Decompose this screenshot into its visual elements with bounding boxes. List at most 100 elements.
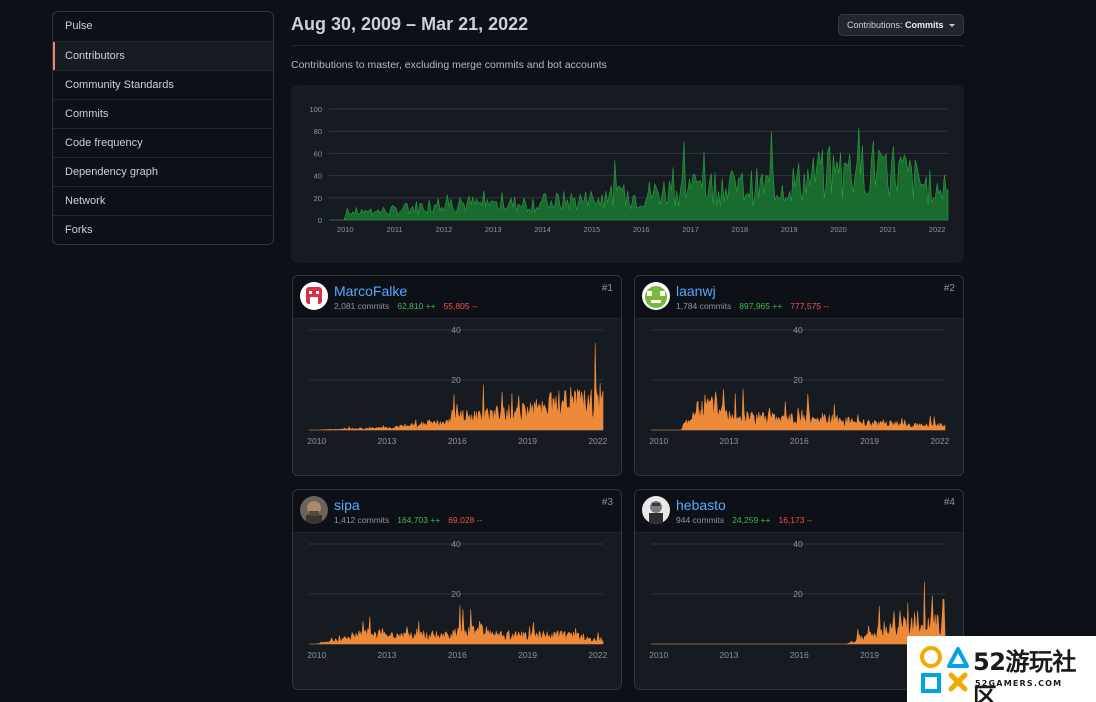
x-tick-label: 2018 bbox=[732, 225, 749, 234]
contributor-card: sipa 1,412 commits 164,703 ++ 69,028 -- #3… bbox=[292, 489, 622, 690]
x-tick-label: 2019 bbox=[860, 650, 879, 660]
sidebar-item-forks[interactable]: Forks bbox=[53, 215, 273, 244]
y-tick-label: 20 bbox=[451, 589, 461, 599]
x-tick-label: 2022 bbox=[929, 225, 946, 234]
x-tick-label: 2020 bbox=[830, 225, 847, 234]
x-tick-label: 2019 bbox=[518, 650, 537, 660]
x-tick-label: 2013 bbox=[485, 225, 502, 234]
contributor-chart-svg: 20 40 2010 2013 2016 2019 2022 bbox=[307, 539, 607, 660]
x-tick-label: 2013 bbox=[720, 436, 739, 446]
x-tick-label: 2013 bbox=[378, 436, 397, 446]
x-tick-label: 2010 bbox=[649, 650, 668, 660]
dropdown-value: Commits bbox=[905, 20, 944, 30]
contributor-chart-svg: 20 40 2010 2013 2016 2019 2022 bbox=[649, 325, 949, 446]
x-tick-label: 2010 bbox=[649, 436, 668, 446]
contributor-stats: 1,412 commits 164,703 ++ 69,028 -- bbox=[334, 515, 482, 525]
x-tick-label: 2016 bbox=[448, 650, 467, 660]
contributor-rank: #2 bbox=[943, 283, 955, 294]
sidebar-item-code-frequency[interactable]: Code frequency bbox=[53, 128, 273, 157]
x-tick-label: 2016 bbox=[633, 225, 650, 234]
y-tick-label: 40 bbox=[451, 325, 461, 335]
contributor-rank: #4 bbox=[943, 497, 955, 508]
contributor-card-header: laanwj 1,784 commits 897,965 ++ 777,575 --… bbox=[635, 276, 963, 319]
deletions-count: 69,028 -- bbox=[448, 515, 483, 525]
x-tick-label: 2019 bbox=[518, 436, 537, 446]
sidebar-item-pulse[interactable]: Pulse bbox=[65, 20, 93, 32]
watermark-url: 52GAMERS.COM bbox=[975, 679, 1063, 688]
sidebar-item-network[interactable]: Network bbox=[53, 186, 273, 215]
deletions-count: 55,805 -- bbox=[443, 301, 478, 311]
y-tick-label: 20 bbox=[314, 194, 322, 203]
contributor-rank: #1 bbox=[601, 283, 613, 294]
commit-count[interactable]: 1,784 commits bbox=[676, 301, 732, 311]
header-divider bbox=[291, 45, 964, 46]
contributor-login-link[interactable]: laanwj bbox=[676, 283, 716, 299]
dropdown-prefix: Contributions: bbox=[846, 20, 903, 30]
chart-subtitle: Contributions to master, excluding merge… bbox=[291, 59, 607, 71]
contributions-chart: 0 20 40 60 80 100 2010 2011 2012 2013 2014 2015 2016… bbox=[291, 85, 964, 263]
y-tick-label: 100 bbox=[309, 105, 322, 114]
additions-count: 62,810 ++ bbox=[397, 301, 436, 311]
contributor-login-link[interactable]: MarcoFalke bbox=[334, 283, 408, 299]
x-tick-label: 2019 bbox=[860, 436, 879, 446]
x-tick-label: 2013 bbox=[378, 650, 397, 660]
contributor-chart: 20 40 2010 2013 2016 2019 2022 bbox=[635, 319, 963, 475]
sidebar-item-contributors[interactable]: Contributors bbox=[53, 41, 273, 70]
commit-count[interactable]: 2,081 commits bbox=[334, 301, 390, 311]
sidebar-item-community-standards[interactable]: Community Standards bbox=[53, 70, 273, 99]
contributor-stats: 1,784 commits 897,965 ++ 777,575 -- bbox=[676, 301, 829, 311]
contributor-login-link[interactable]: sipa bbox=[334, 497, 360, 513]
watermark-brand: 52游玩社区 bbox=[973, 648, 1076, 702]
date-range-title: Aug 30, 2009 – Mar 21, 2022 bbox=[291, 14, 529, 34]
x-tick-label: 2010 bbox=[307, 650, 326, 660]
gamepad-symbols-icon bbox=[920, 646, 969, 693]
x-tick-label: 2015 bbox=[584, 225, 601, 234]
x-tick-label: 2017 bbox=[682, 225, 699, 234]
series-area bbox=[651, 388, 946, 431]
contributor-chart: 20 40 2010 2013 2016 2019 2022 bbox=[293, 533, 621, 689]
x-tick-label: 2014 bbox=[534, 225, 551, 234]
additions-count: 897,965 ++ bbox=[739, 301, 783, 311]
commit-count[interactable]: 1,412 commits bbox=[334, 515, 390, 525]
contributor-chart: 20 40 2010 2013 2016 2019 2022 bbox=[293, 319, 621, 475]
x-tick-label: 2021 bbox=[879, 225, 896, 234]
y-tick-label: 80 bbox=[314, 127, 322, 136]
x-tick-label: 2010 bbox=[307, 436, 326, 446]
caret-down-icon bbox=[949, 24, 956, 28]
contributor-rank: #3 bbox=[601, 497, 613, 508]
site-watermark: 52游玩社区 52GAMERS.COM bbox=[907, 636, 1096, 702]
x-tick-label: 2019 bbox=[781, 225, 798, 234]
contributor-card: laanwj 1,784 commits 897,965 ++ 777,575 --… bbox=[634, 275, 964, 476]
x-tick-label: 2016 bbox=[790, 650, 809, 660]
x-tick-label: 2022 bbox=[930, 436, 949, 446]
avatar[interactable] bbox=[642, 282, 670, 310]
deletions-count: 16,173 -- bbox=[778, 515, 813, 525]
avatar[interactable] bbox=[642, 496, 670, 524]
y-tick-label: 40 bbox=[793, 325, 803, 335]
sidebar-item-dependency-graph[interactable]: Dependency graph bbox=[53, 157, 273, 186]
additions-count: 24,259 ++ bbox=[732, 515, 771, 525]
y-tick-label: 40 bbox=[451, 539, 461, 549]
insights-sidebar: Pulse Contributors Community Standards C… bbox=[52, 11, 274, 245]
y-tick-label: 40 bbox=[314, 172, 322, 181]
deletions-count: 777,575 -- bbox=[790, 301, 830, 311]
avatar[interactable] bbox=[300, 282, 328, 310]
y-tick-label: 0 bbox=[318, 216, 322, 225]
series-area bbox=[329, 127, 949, 221]
sidebar-item-commits[interactable]: Commits bbox=[53, 99, 273, 128]
contributions-chart-svg: 0 20 40 60 80 100 2010 2011 2012 2013 2014 2015 2016… bbox=[309, 105, 949, 234]
series-area bbox=[309, 605, 604, 645]
y-tick-label: 20 bbox=[451, 375, 461, 385]
contributions-type-dropdown[interactable]: Contributions: Commits bbox=[838, 14, 964, 36]
contributor-stats: 944 commits 24,259 ++ 16,173 -- bbox=[676, 515, 813, 525]
series-area bbox=[309, 342, 604, 431]
x-tick-label: 2022 bbox=[588, 436, 607, 446]
avatar[interactable] bbox=[300, 496, 328, 524]
contributor-stats: 2,081 commits 62,810 ++ 55,805 -- bbox=[334, 301, 478, 311]
commit-count[interactable]: 944 commits bbox=[676, 515, 725, 525]
y-tick-label: 20 bbox=[793, 375, 803, 385]
contributor-card: MarcoFalke 2,081 commits 62,810 ++ 55,805 … bbox=[292, 275, 622, 476]
x-tick-label: 2013 bbox=[720, 650, 739, 660]
contributor-login-link[interactable]: hebasto bbox=[676, 497, 726, 513]
x-tick-label: 2016 bbox=[790, 436, 809, 446]
